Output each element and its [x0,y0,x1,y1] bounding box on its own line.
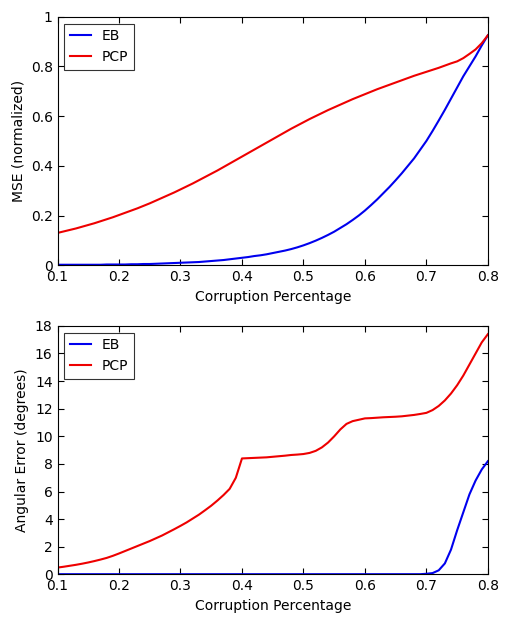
PCP [67,226,73,233]
EB [54,570,61,578]
EB [484,32,490,39]
PCP [459,54,465,62]
PCP [67,562,73,570]
EB [312,237,318,245]
EB [177,259,183,266]
PCP [459,372,465,379]
PCP [263,139,269,147]
EB [214,570,220,578]
EB [263,570,269,578]
EB [214,257,220,265]
EB [459,509,465,516]
EB [263,251,269,258]
Line: EB: EB [58,36,487,265]
EB [54,261,61,268]
PCP [312,447,318,455]
PCP [177,522,183,530]
Y-axis label: MSE (normalized): MSE (normalized) [11,80,25,202]
Legend: EB, PCP: EB, PCP [64,333,134,379]
EB [67,261,73,268]
EB [177,570,183,578]
EB [67,570,73,578]
Line: PCP: PCP [58,334,487,568]
Line: EB: EB [58,461,487,574]
EB [312,570,318,578]
PCP [484,330,490,338]
PCP [54,564,61,572]
PCP [263,454,269,461]
PCP [312,112,318,120]
X-axis label: Corruption Percentage: Corruption Percentage [194,599,350,613]
Legend: EB, PCP: EB, PCP [64,24,134,70]
EB [484,457,490,465]
PCP [484,32,490,39]
PCP [54,229,61,236]
Y-axis label: Angular Error (degrees): Angular Error (degrees) [15,368,30,532]
EB [459,72,465,80]
X-axis label: Corruption Percentage: Corruption Percentage [194,290,350,304]
Line: PCP: PCP [58,36,487,233]
PCP [177,186,183,193]
PCP [214,497,220,504]
PCP [214,167,220,174]
